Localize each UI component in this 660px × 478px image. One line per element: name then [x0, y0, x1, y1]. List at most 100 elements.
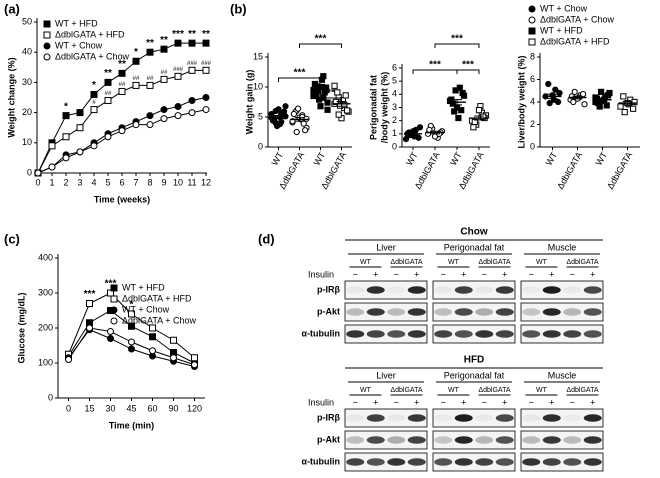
band: [542, 436, 561, 444]
blot-image: [344, 324, 428, 344]
legend-marker: [528, 16, 536, 24]
legend-marker: [528, 27, 536, 35]
data-point: [160, 115, 168, 123]
genotype-label: ΔdblGATA: [566, 259, 598, 266]
band: [542, 414, 561, 422]
data-point: [570, 98, 577, 106]
band: [583, 286, 602, 294]
x-tick-label: 15: [84, 403, 94, 413]
data-point: [191, 361, 198, 369]
band: [583, 436, 602, 444]
significance: #: [92, 100, 96, 106]
significance: ***: [105, 279, 117, 290]
data-point: [34, 169, 42, 177]
blot-image: [520, 430, 604, 450]
data-point: [630, 105, 637, 112]
significance: *: [92, 80, 96, 91]
data-point: [188, 109, 196, 117]
data-point: [132, 57, 140, 65]
data-point: [118, 87, 126, 95]
band: [407, 436, 426, 444]
data-point: [170, 354, 177, 362]
data-point: [188, 66, 196, 74]
x-tick-label: 0: [66, 403, 71, 413]
blot-image: [520, 452, 604, 472]
genotype-label: WT: [360, 387, 372, 394]
data-point: [416, 124, 424, 131]
significance: ##: [147, 76, 154, 82]
data-point: [160, 106, 168, 114]
insulin-label: Insulin: [308, 269, 334, 279]
data-point: [320, 73, 327, 80]
y-tick-label: 0: [258, 141, 263, 151]
x-tick-label: 45: [126, 403, 136, 413]
data-point: [146, 112, 154, 120]
x-tick-label: WT: [404, 150, 420, 168]
band: [563, 436, 582, 444]
significance: ***: [451, 34, 463, 45]
data-point: [415, 134, 422, 141]
legend-marker: [110, 317, 118, 325]
treatment-label: −: [570, 269, 575, 279]
protein-label: p-Akt: [317, 306, 340, 316]
data-point: [324, 99, 331, 106]
legend-label: ΔdblGATA + HFD: [55, 29, 125, 39]
x-tick-label: WT: [312, 150, 328, 168]
x-tick-label: 10: [173, 177, 183, 187]
x-tick-label: ΔdblGATA: [605, 150, 634, 191]
genotype-label: ΔdblGATA: [478, 387, 510, 394]
treatment-label: +: [502, 397, 507, 407]
data-point: [132, 81, 140, 89]
data-point: [104, 97, 112, 105]
genotype-label: ΔdblGATA: [390, 387, 422, 394]
data-point: [342, 92, 349, 99]
blot-image: [432, 280, 516, 300]
data-point: [118, 127, 126, 135]
data-point: [316, 96, 323, 103]
band: [434, 286, 453, 294]
treatment-label: +: [502, 269, 507, 279]
data-point: [475, 107, 483, 114]
treatment-label: +: [414, 269, 419, 279]
data-point: [571, 88, 578, 95]
band: [454, 458, 473, 466]
band: [454, 308, 473, 316]
significance: ***: [294, 68, 306, 79]
band: [366, 286, 385, 294]
band: [407, 308, 426, 316]
y-tick-label: 0: [27, 167, 32, 177]
x-tick-label: 3: [77, 177, 82, 187]
y-tick-label: 8: [530, 51, 535, 61]
data-point: [332, 98, 339, 106]
insulin-label: Insulin: [308, 397, 334, 407]
treatment-label: +: [414, 397, 419, 407]
x-tick-label: WT: [594, 150, 610, 168]
data-point: [293, 128, 300, 136]
treatment-label: +: [549, 397, 554, 407]
x-tick-label: 60: [147, 403, 157, 413]
band: [542, 330, 561, 338]
y-axis-label: Glucose (mg/dL): [16, 292, 26, 363]
band: [387, 330, 406, 338]
data-point: [318, 83, 325, 91]
data-point: [146, 81, 154, 89]
data-point: [48, 163, 56, 171]
protein-label: p-IRβ: [317, 284, 340, 294]
significance: ***: [84, 289, 96, 300]
data-point: [317, 103, 324, 110]
data-point: [402, 136, 410, 143]
data-point: [344, 107, 351, 114]
blot-image: [520, 280, 604, 300]
data-point: [62, 154, 70, 162]
legend-label: ΔdblGATA + HFD: [540, 36, 610, 46]
data-point: [202, 66, 210, 74]
data-point: [90, 142, 98, 150]
legend-label: WT + Chow: [55, 40, 103, 50]
significance: ***: [429, 60, 441, 71]
legend-label: WT + HFD: [540, 25, 583, 35]
band: [407, 286, 426, 294]
band: [407, 330, 426, 338]
data-point: [617, 103, 624, 110]
data-point: [160, 75, 168, 83]
